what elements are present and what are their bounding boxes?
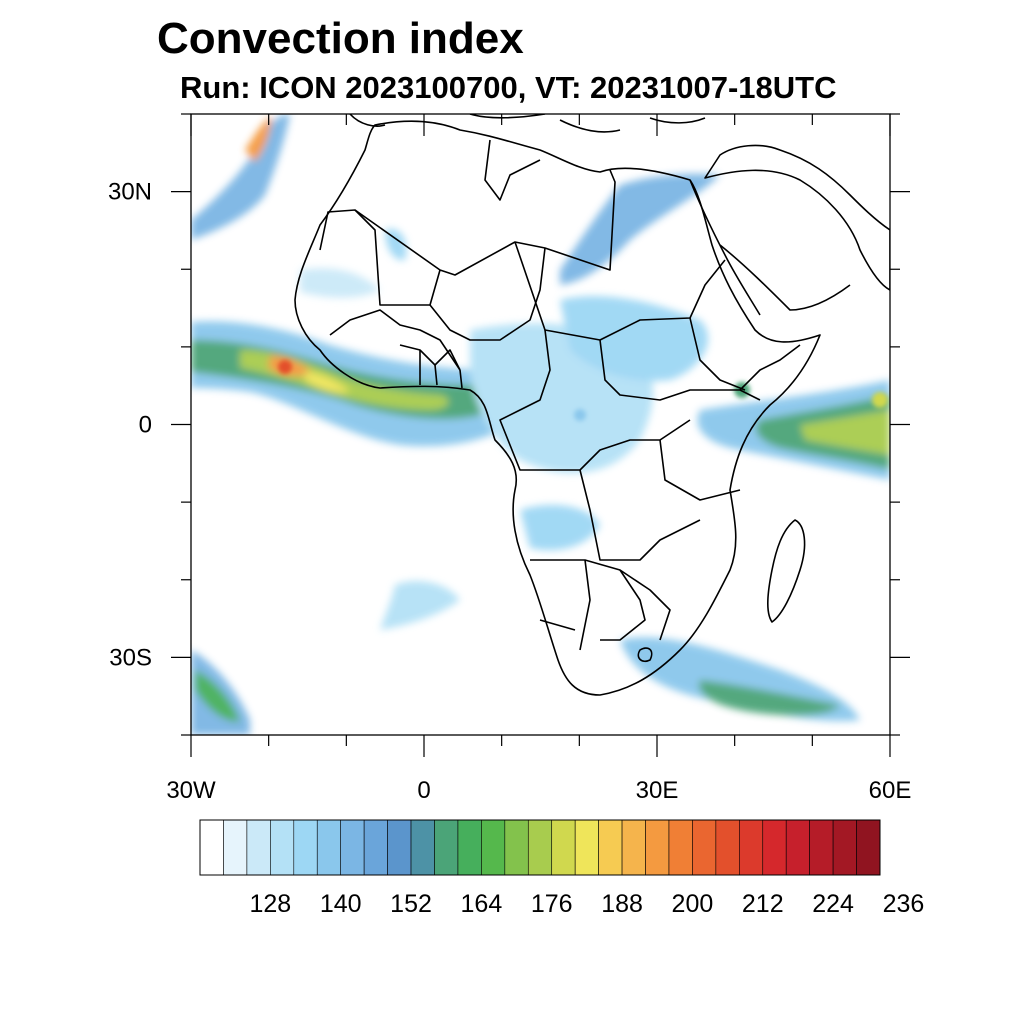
colorbar-swatch: [785, 819, 810, 876]
colorbar-swatch: [293, 819, 318, 876]
colorbar-swatch: [457, 819, 482, 876]
colorbar-label: 236: [883, 890, 925, 918]
colorbar-label: 200: [672, 890, 714, 918]
colorbar-swatch: [739, 819, 764, 876]
colorbar-swatch: [410, 819, 435, 876]
x-axis: 30W 0 30E 60E: [166, 114, 911, 804]
x-tick-label: 60E: [869, 777, 912, 804]
colorbar-label: 152: [390, 890, 432, 918]
page-title: Convection index: [157, 14, 524, 63]
colorbar-swatch: [246, 819, 271, 876]
x-tick-label: 30W: [166, 777, 216, 804]
colorbar-swatch: [715, 819, 740, 876]
colorbar-swatch: [340, 819, 365, 876]
y-tick-label: 30N: [108, 179, 152, 206]
colorbar-label: 224: [812, 890, 854, 918]
colorbar-swatch: [363, 819, 388, 876]
colorbar: 128 140 152 164 176 188 200 212 224 236: [199, 819, 925, 918]
colorbar-label: 188: [601, 890, 643, 918]
colorbar-swatch: [316, 819, 341, 876]
colorbar-swatch: [668, 819, 693, 876]
colorbar-label: 140: [320, 890, 362, 918]
convection-field: [191, 114, 890, 735]
y-axis: 30N 0 30S: [108, 113, 910, 736]
colorbar-swatch: [481, 819, 506, 876]
colorbar-swatch: [434, 819, 459, 876]
colorbar-swatch: [621, 819, 646, 876]
colorbar-swatch: [856, 819, 881, 876]
coastlines: [294, 114, 890, 696]
colorbar-label: 212: [742, 890, 784, 918]
y-tick-label: 30S: [109, 644, 152, 671]
colorbar-swatch: [762, 819, 787, 876]
colorbar-swatch: [692, 819, 717, 876]
colorbar-swatch: [270, 819, 295, 876]
colorbar-swatch: [809, 819, 834, 876]
colorbar-swatch: [527, 819, 553, 876]
colorbar-swatch: [598, 819, 623, 876]
colorbar-swatch: [504, 819, 529, 876]
y-tick-label: 0: [139, 412, 152, 439]
colorbar-label: 128: [249, 890, 291, 918]
colorbar-label: 164: [461, 890, 503, 918]
x-tick-label: 30E: [636, 777, 679, 804]
colorbar-label: 176: [531, 890, 573, 918]
colorbar-swatch: [645, 819, 670, 876]
colorbar-swatch: [551, 819, 576, 876]
x-tick-label: 0: [417, 777, 430, 804]
colorbar-frame: [199, 819, 881, 876]
colorbar-swatch: [199, 819, 224, 876]
colorbar-swatch: [387, 819, 412, 876]
colorbar-swatch: [832, 819, 857, 876]
run-subtitle: Run: ICON 2023100700, VT: 20231007-18UTC: [180, 70, 837, 105]
colorbar-swatch: [223, 819, 248, 876]
colorbar-swatch: [574, 819, 599, 876]
